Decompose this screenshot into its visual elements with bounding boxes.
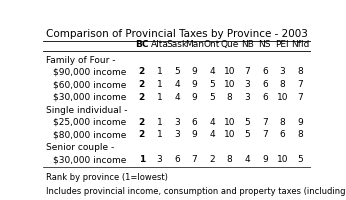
Text: 6: 6 bbox=[280, 130, 285, 139]
Text: 3: 3 bbox=[280, 67, 285, 76]
Text: 10: 10 bbox=[224, 67, 235, 76]
Text: 3: 3 bbox=[244, 93, 250, 102]
Text: Comparison of Provincial Taxes by Province - 2003: Comparison of Provincial Taxes by Provin… bbox=[46, 29, 308, 39]
Text: 3: 3 bbox=[156, 155, 162, 164]
Text: 6: 6 bbox=[192, 118, 198, 127]
Text: 6: 6 bbox=[262, 93, 268, 102]
Text: 6: 6 bbox=[262, 80, 268, 89]
Text: NS: NS bbox=[258, 40, 271, 49]
Text: 9: 9 bbox=[262, 155, 268, 164]
Text: 7: 7 bbox=[192, 155, 198, 164]
Text: Nfld: Nfld bbox=[291, 40, 309, 49]
Text: $30,000 income: $30,000 income bbox=[53, 93, 126, 102]
Text: Rank by province (1=lowest): Rank by province (1=lowest) bbox=[46, 173, 168, 182]
Text: NB: NB bbox=[241, 40, 254, 49]
Text: Senior couple -: Senior couple - bbox=[46, 143, 114, 152]
Text: Alta: Alta bbox=[151, 40, 169, 49]
Text: $25,000 income: $25,000 income bbox=[53, 118, 126, 127]
Text: 8: 8 bbox=[280, 118, 285, 127]
Text: 10: 10 bbox=[276, 93, 288, 102]
Text: 5: 5 bbox=[244, 130, 250, 139]
Text: Ont: Ont bbox=[204, 40, 220, 49]
Text: 8: 8 bbox=[297, 130, 303, 139]
Text: 1: 1 bbox=[156, 67, 162, 76]
Text: 6: 6 bbox=[174, 155, 180, 164]
Text: 10: 10 bbox=[224, 130, 235, 139]
Text: 4: 4 bbox=[244, 155, 250, 164]
Text: 4: 4 bbox=[174, 80, 180, 89]
Text: 1: 1 bbox=[139, 155, 145, 164]
Text: 3: 3 bbox=[174, 130, 180, 139]
Text: 10: 10 bbox=[276, 155, 288, 164]
Text: 5: 5 bbox=[209, 93, 215, 102]
Text: 5: 5 bbox=[244, 118, 250, 127]
Text: 8: 8 bbox=[280, 80, 285, 89]
Text: 8: 8 bbox=[297, 67, 303, 76]
Text: $60,000 income: $60,000 income bbox=[53, 80, 126, 89]
Text: $90,000 income: $90,000 income bbox=[53, 67, 126, 76]
Text: 2: 2 bbox=[139, 93, 145, 102]
Text: 2: 2 bbox=[139, 118, 145, 127]
Text: 2: 2 bbox=[139, 80, 145, 89]
Text: 7: 7 bbox=[262, 118, 268, 127]
Text: 8: 8 bbox=[227, 155, 233, 164]
Text: 10: 10 bbox=[224, 118, 235, 127]
Text: 2: 2 bbox=[209, 155, 215, 164]
Text: 9: 9 bbox=[192, 67, 198, 76]
Text: 1: 1 bbox=[156, 118, 162, 127]
Text: 4: 4 bbox=[174, 93, 180, 102]
Text: Single individual -: Single individual - bbox=[46, 106, 127, 115]
Text: 9: 9 bbox=[192, 130, 198, 139]
Text: BC: BC bbox=[135, 40, 149, 49]
Text: 3: 3 bbox=[244, 80, 250, 89]
Text: 9: 9 bbox=[297, 118, 303, 127]
Text: 8: 8 bbox=[227, 93, 233, 102]
Text: 1: 1 bbox=[156, 93, 162, 102]
Text: 3: 3 bbox=[174, 118, 180, 127]
Text: 5: 5 bbox=[209, 80, 215, 89]
Text: 2: 2 bbox=[139, 130, 145, 139]
Text: 1: 1 bbox=[156, 130, 162, 139]
Text: 7: 7 bbox=[244, 67, 250, 76]
Text: 4: 4 bbox=[209, 67, 215, 76]
Text: Family of Four -: Family of Four - bbox=[46, 56, 116, 65]
Text: 5: 5 bbox=[174, 67, 180, 76]
Text: Que: Que bbox=[220, 40, 239, 49]
Text: 9: 9 bbox=[192, 93, 198, 102]
Text: 9: 9 bbox=[192, 80, 198, 89]
Text: 6: 6 bbox=[262, 67, 268, 76]
Text: Man: Man bbox=[185, 40, 204, 49]
Text: 5: 5 bbox=[297, 155, 303, 164]
Text: 2: 2 bbox=[139, 67, 145, 76]
Text: 7: 7 bbox=[262, 130, 268, 139]
Text: 1: 1 bbox=[156, 80, 162, 89]
Text: Sask: Sask bbox=[166, 40, 188, 49]
Text: PEI: PEI bbox=[275, 40, 289, 49]
Text: $30,000 income: $30,000 income bbox=[53, 155, 126, 164]
Text: 7: 7 bbox=[297, 93, 303, 102]
Text: $80,000 income: $80,000 income bbox=[53, 130, 126, 139]
Text: Includes provincial income, consumption and property taxes (including municipal : Includes provincial income, consumption … bbox=[46, 187, 346, 196]
Text: 7: 7 bbox=[297, 80, 303, 89]
Text: 4: 4 bbox=[209, 130, 215, 139]
Text: 10: 10 bbox=[224, 80, 235, 89]
Text: 4: 4 bbox=[209, 118, 215, 127]
